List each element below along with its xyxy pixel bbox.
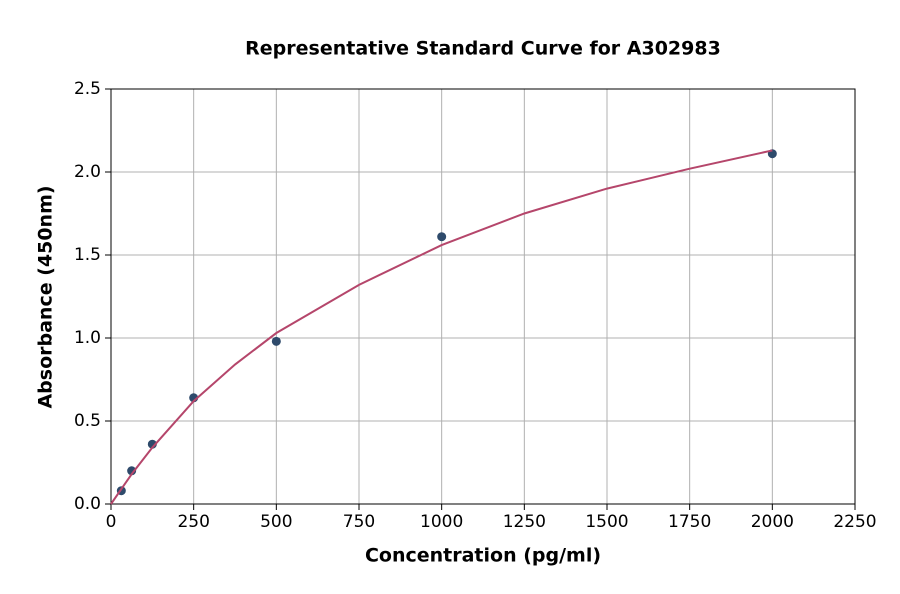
y-tick-label: 2.0 (74, 162, 101, 182)
x-tick-label: 1250 (503, 512, 546, 532)
y-tick-label: 2.5 (74, 79, 101, 99)
x-axis-label: Concentration (pg/ml) (365, 545, 601, 567)
x-tick-label: 1750 (668, 512, 711, 532)
y-axis-label: Absorbance (450nm) (35, 185, 57, 408)
data-point (437, 232, 447, 242)
x-tick-label: 2000 (751, 512, 794, 532)
plot-frame (110, 88, 856, 505)
data-point (271, 336, 281, 346)
y-tick-label: 1.5 (74, 245, 101, 265)
x-tick-label: 2250 (833, 512, 876, 532)
chart-title: Representative Standard Curve for A30298… (245, 38, 721, 60)
y-tick-label: 0.0 (74, 494, 101, 514)
x-tick-label: 750 (343, 512, 375, 532)
x-tick-label: 1500 (585, 512, 628, 532)
x-tick-label: 250 (177, 512, 209, 532)
x-tick-label: 500 (260, 512, 292, 532)
fit-curve (110, 149, 773, 505)
y-tick-label: 1.0 (74, 328, 101, 348)
x-tick-label: 1000 (420, 512, 463, 532)
y-tick-label: 0.5 (74, 411, 101, 431)
x-tick-label: 0 (106, 512, 117, 532)
data-point (127, 466, 137, 476)
